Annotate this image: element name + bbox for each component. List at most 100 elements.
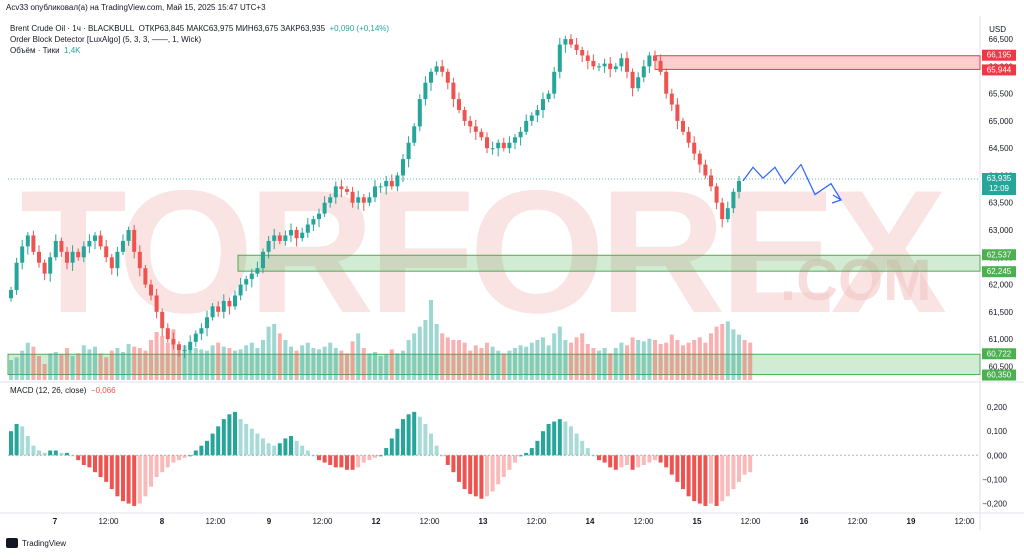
volume-bar bbox=[608, 353, 613, 380]
macd-bar bbox=[518, 455, 523, 457]
macd-bar bbox=[697, 455, 702, 504]
candle-body bbox=[160, 311, 165, 329]
macd-bar bbox=[479, 455, 484, 499]
volume-bar bbox=[76, 353, 81, 380]
macd-bar bbox=[401, 419, 405, 456]
zone-bottom-label: 62,245 bbox=[987, 267, 1012, 276]
macd-bar bbox=[143, 455, 148, 497]
macd-bar bbox=[25, 436, 30, 456]
volume-bar bbox=[597, 350, 601, 380]
macd-bar bbox=[737, 455, 741, 482]
candle-body bbox=[647, 55, 652, 67]
candle-body bbox=[126, 230, 131, 241]
macd-bar bbox=[625, 455, 629, 465]
volume-bar bbox=[675, 340, 680, 380]
macd-bar bbox=[76, 455, 81, 461]
candle-body bbox=[272, 235, 277, 241]
candle-body bbox=[731, 191, 736, 209]
macd-bar bbox=[188, 455, 193, 457]
candle-body bbox=[552, 71, 557, 94]
macd-bar bbox=[636, 455, 641, 468]
zone-bottom-tag bbox=[982, 266, 1016, 278]
candle-body bbox=[361, 197, 366, 203]
candle-body bbox=[238, 284, 243, 296]
time-tick-label: 12:00 bbox=[205, 517, 226, 526]
macd-bar bbox=[742, 455, 747, 475]
bullish-order-block bbox=[237, 254, 981, 272]
candle-body bbox=[591, 60, 596, 67]
macd-bar bbox=[658, 455, 663, 463]
macd-bar bbox=[468, 455, 473, 494]
candle-body bbox=[429, 71, 433, 83]
candle-body bbox=[423, 82, 428, 100]
currency-label[interactable]: USD bbox=[989, 25, 1006, 34]
candle-body bbox=[87, 240, 92, 247]
macd-bar bbox=[653, 455, 657, 461]
volume-bar bbox=[210, 345, 215, 380]
volume-bar bbox=[619, 342, 624, 380]
volume-bar bbox=[625, 345, 629, 380]
indicator-legend[interactable]: Order Block Detector [LuxAlgo] (5, 3, 3,… bbox=[10, 35, 202, 44]
candle-body bbox=[518, 131, 523, 138]
candle-body bbox=[445, 71, 450, 83]
macd-bar bbox=[720, 455, 725, 502]
macd-bar bbox=[692, 455, 697, 502]
macd-bar bbox=[244, 423, 249, 456]
volume-bar bbox=[518, 345, 523, 380]
symbol-name[interactable]: Brent Crude Oil · 1ч · BLACKBULL bbox=[10, 24, 135, 33]
volume-legend[interactable]: Объём · Тики 1,4K bbox=[10, 46, 81, 56]
macd-bar bbox=[227, 414, 232, 456]
macd-bar bbox=[317, 455, 321, 461]
candle-body bbox=[9, 290, 13, 299]
bearish-order-block bbox=[654, 55, 981, 70]
candle-body bbox=[48, 257, 53, 274]
macd-bar bbox=[154, 455, 159, 478]
candle-body bbox=[31, 235, 36, 252]
candle-body bbox=[653, 55, 657, 61]
macd-bar bbox=[647, 455, 652, 463]
volume-bar bbox=[664, 342, 669, 380]
volume-bar bbox=[277, 333, 282, 380]
time-tick-label: 13 bbox=[479, 517, 488, 526]
candle-body bbox=[496, 142, 501, 149]
candle-body bbox=[585, 55, 590, 61]
volume-bar bbox=[171, 329, 176, 380]
candle-body bbox=[350, 191, 355, 203]
volume-bar bbox=[541, 337, 545, 380]
volume-bar bbox=[244, 345, 249, 380]
volume-bar bbox=[177, 344, 181, 380]
macd-bar bbox=[104, 455, 109, 482]
candle-body bbox=[485, 137, 489, 149]
macd-bar bbox=[686, 455, 691, 497]
macd-bar bbox=[373, 455, 377, 458]
tradingview-logo-icon bbox=[6, 538, 18, 548]
last-price-tag bbox=[982, 173, 1016, 195]
volume-bar bbox=[434, 324, 439, 380]
macd-tick-label: 0,100 bbox=[987, 427, 1008, 436]
volume-bar bbox=[31, 346, 36, 380]
candle-body bbox=[300, 232, 305, 239]
macd-bar bbox=[205, 440, 209, 456]
volume-bar bbox=[328, 342, 333, 380]
volume-bar bbox=[406, 340, 411, 380]
macd-bar bbox=[574, 433, 579, 456]
candle-body bbox=[356, 197, 361, 203]
macd-bar bbox=[524, 452, 529, 456]
macd-legend[interactable]: MACD (12, 26, close) −0,066 bbox=[10, 386, 116, 396]
candle-body bbox=[468, 120, 473, 127]
macd-bar bbox=[669, 455, 674, 475]
volume-bar bbox=[574, 337, 579, 380]
macd-bar bbox=[137, 455, 142, 504]
volume-bar bbox=[513, 348, 517, 380]
macd-bar bbox=[557, 419, 562, 456]
price-tick-label: 62,000 bbox=[989, 281, 1014, 290]
candle-body bbox=[244, 279, 249, 285]
macd-bar bbox=[333, 455, 338, 468]
volume-bar bbox=[401, 350, 405, 380]
macd-bar bbox=[703, 455, 708, 506]
tradingview-footer[interactable]: TradingView bbox=[6, 538, 66, 548]
time-tick-label: 7 bbox=[53, 517, 58, 526]
candle-body bbox=[65, 251, 69, 263]
